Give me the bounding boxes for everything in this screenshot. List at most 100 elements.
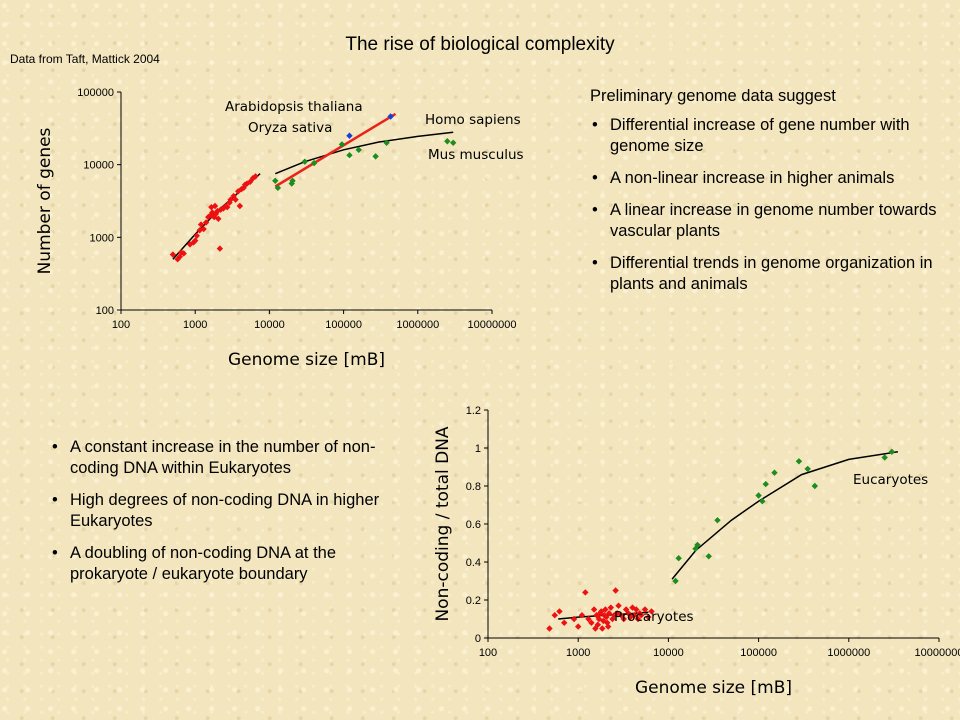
eukaryote-data-point bbox=[811, 482, 819, 490]
x-tick-label: 100 bbox=[479, 647, 497, 659]
annotation-label: Eucaryotes bbox=[853, 472, 928, 488]
x-tick-label: 100 bbox=[112, 319, 130, 331]
prokaryote-data-point bbox=[575, 623, 582, 630]
source-note: Data from Taft, Mattick 2004 bbox=[10, 52, 160, 66]
prokaryote-data-point bbox=[603, 613, 610, 621]
page-title: The rise of biological complexity bbox=[345, 34, 615, 55]
y-tick-label: 0.2 bbox=[466, 595, 481, 607]
eukaryote-data-point bbox=[289, 177, 296, 184]
prokaryote-data-point bbox=[590, 606, 598, 613]
eukaryote-data-point bbox=[272, 177, 279, 184]
bullets-genome-data: Preliminary genome data suggest Differen… bbox=[590, 86, 950, 306]
annotation-label: Homo sapiens bbox=[425, 112, 521, 128]
prokaryote-data-point bbox=[599, 625, 606, 632]
prokaryote-data-point bbox=[615, 602, 622, 609]
prokaryote-data-point bbox=[609, 615, 616, 623]
eukaryote-data-point bbox=[759, 498, 766, 505]
bullet-item: A linear increase in genome number towar… bbox=[590, 200, 950, 242]
eukaryote-data-point bbox=[346, 151, 353, 159]
x-tick-label: 1000000 bbox=[396, 319, 439, 331]
eukaryote-data-point bbox=[310, 159, 318, 167]
y-tick-label: 1.2 bbox=[466, 405, 481, 417]
annotation-label: Mus musculus bbox=[428, 147, 524, 163]
prokaryote-data-point bbox=[236, 202, 244, 210]
fit-line bbox=[275, 131, 454, 175]
y-tick-label: 100 bbox=[96, 305, 114, 317]
prokaryote-data-point bbox=[570, 615, 578, 623]
prokaryote-data-point bbox=[595, 615, 603, 623]
prokaryote-data-point bbox=[582, 589, 589, 596]
prokaryote-data-point bbox=[200, 225, 207, 233]
y-tick-label: 100000 bbox=[77, 87, 114, 99]
y-tick-label: 0.4 bbox=[466, 557, 481, 569]
bullet-item: A non-linear increase in higher animals bbox=[590, 168, 950, 189]
y-axis-label: Number of genes bbox=[35, 127, 55, 274]
prokaryote-data-point bbox=[212, 210, 220, 218]
prokaryote-data-point bbox=[192, 237, 199, 244]
bullet-item: Differential trends in genome organizati… bbox=[590, 253, 950, 295]
bullet-item: Differential increase of gene number wit… bbox=[590, 115, 950, 157]
annotation-label: Oryza sativa bbox=[248, 120, 332, 136]
x-tick-label: 1000 bbox=[183, 319, 207, 331]
x-tick-label: 10000000 bbox=[468, 319, 517, 331]
prokaryote-data-point bbox=[211, 202, 219, 210]
prokaryote-data-point bbox=[235, 188, 242, 195]
prokaryote-data-point bbox=[227, 196, 234, 203]
eukaryote-data-point bbox=[881, 454, 888, 461]
x-axis-label: Genome size [mB] bbox=[635, 678, 792, 698]
prokaryote-data-point bbox=[240, 184, 247, 192]
y-tick-label: 1000 bbox=[90, 232, 114, 244]
y-tick-label: 0.6 bbox=[466, 519, 481, 531]
eukaryote-data-point bbox=[771, 469, 778, 476]
prokaryote-data-point bbox=[224, 203, 231, 211]
prokaryote-data-point bbox=[208, 203, 215, 211]
y-axis-label: Non-coding / total DNA bbox=[433, 426, 453, 621]
eukaryote-data-point bbox=[888, 448, 896, 455]
prokaryote-data-point bbox=[238, 185, 245, 193]
prokaryote-data-point bbox=[197, 221, 205, 228]
prokaryote-data-point bbox=[169, 251, 177, 258]
x-tick-label: 1000 bbox=[566, 647, 590, 659]
prokaryote-data-point bbox=[592, 625, 599, 632]
prokaryote-data-point bbox=[648, 608, 655, 615]
prokaryote-data-point bbox=[602, 606, 609, 613]
y-tick-label: 1 bbox=[475, 443, 481, 455]
prokaryote-data-point bbox=[556, 608, 563, 615]
prokaryote-data-point bbox=[622, 606, 630, 613]
prokaryote-data-point bbox=[180, 250, 187, 257]
prokaryote-data-point bbox=[176, 253, 183, 260]
prokaryote-data-point bbox=[252, 173, 259, 180]
chart-noncoding-fraction: 100 1000 10000 100000 1000000 10000000 0 0.2 0.4… bbox=[433, 405, 960, 698]
eukaryote-data-point bbox=[675, 555, 682, 562]
prokaryote-data-point bbox=[546, 625, 553, 632]
prokaryote-data-point bbox=[202, 219, 210, 226]
prokaryote-data-point bbox=[561, 619, 568, 626]
prokaryote-data-point bbox=[230, 192, 237, 200]
prokaryote-data-point bbox=[618, 612, 625, 619]
x-tick-label: 10000 bbox=[653, 647, 684, 659]
x-tick-label: 100000 bbox=[325, 319, 362, 331]
prokaryote-data-point bbox=[215, 215, 222, 222]
eukaryote-data-point bbox=[672, 577, 679, 585]
fit-line bbox=[671, 451, 899, 580]
x-tick-label: 10000000 bbox=[915, 647, 960, 659]
bullet-list-bottom: A constant increase in the number of non… bbox=[50, 437, 410, 585]
plant-data-point bbox=[387, 113, 394, 120]
bullet-list-top: Differential increase of gene number wit… bbox=[590, 115, 950, 295]
eukaryote-data-point bbox=[355, 146, 362, 154]
bullet-item: A doubling of non-coding DNA at the prok… bbox=[50, 543, 410, 585]
annotation-label: Procaryotes bbox=[614, 609, 694, 625]
prokaryote-data-point bbox=[217, 206, 224, 213]
y-tick-label: 0.8 bbox=[466, 481, 481, 493]
eukaryote-data-point bbox=[705, 553, 712, 560]
prokaryote-data-point bbox=[634, 615, 642, 623]
prokaryote-data-point bbox=[585, 615, 592, 623]
eukaryote-data-point bbox=[762, 480, 769, 488]
prokaryote-data-point bbox=[216, 245, 224, 252]
x-axis-label: Genome size [mB] bbox=[228, 350, 385, 370]
eukaryote-data-point bbox=[714, 517, 721, 524]
annotation-label: Arabidopsis thaliana bbox=[225, 99, 363, 115]
plant-fit-line bbox=[274, 112, 397, 188]
x-tick-label: 100000 bbox=[740, 647, 777, 659]
eukaryote-data-point bbox=[795, 458, 803, 465]
